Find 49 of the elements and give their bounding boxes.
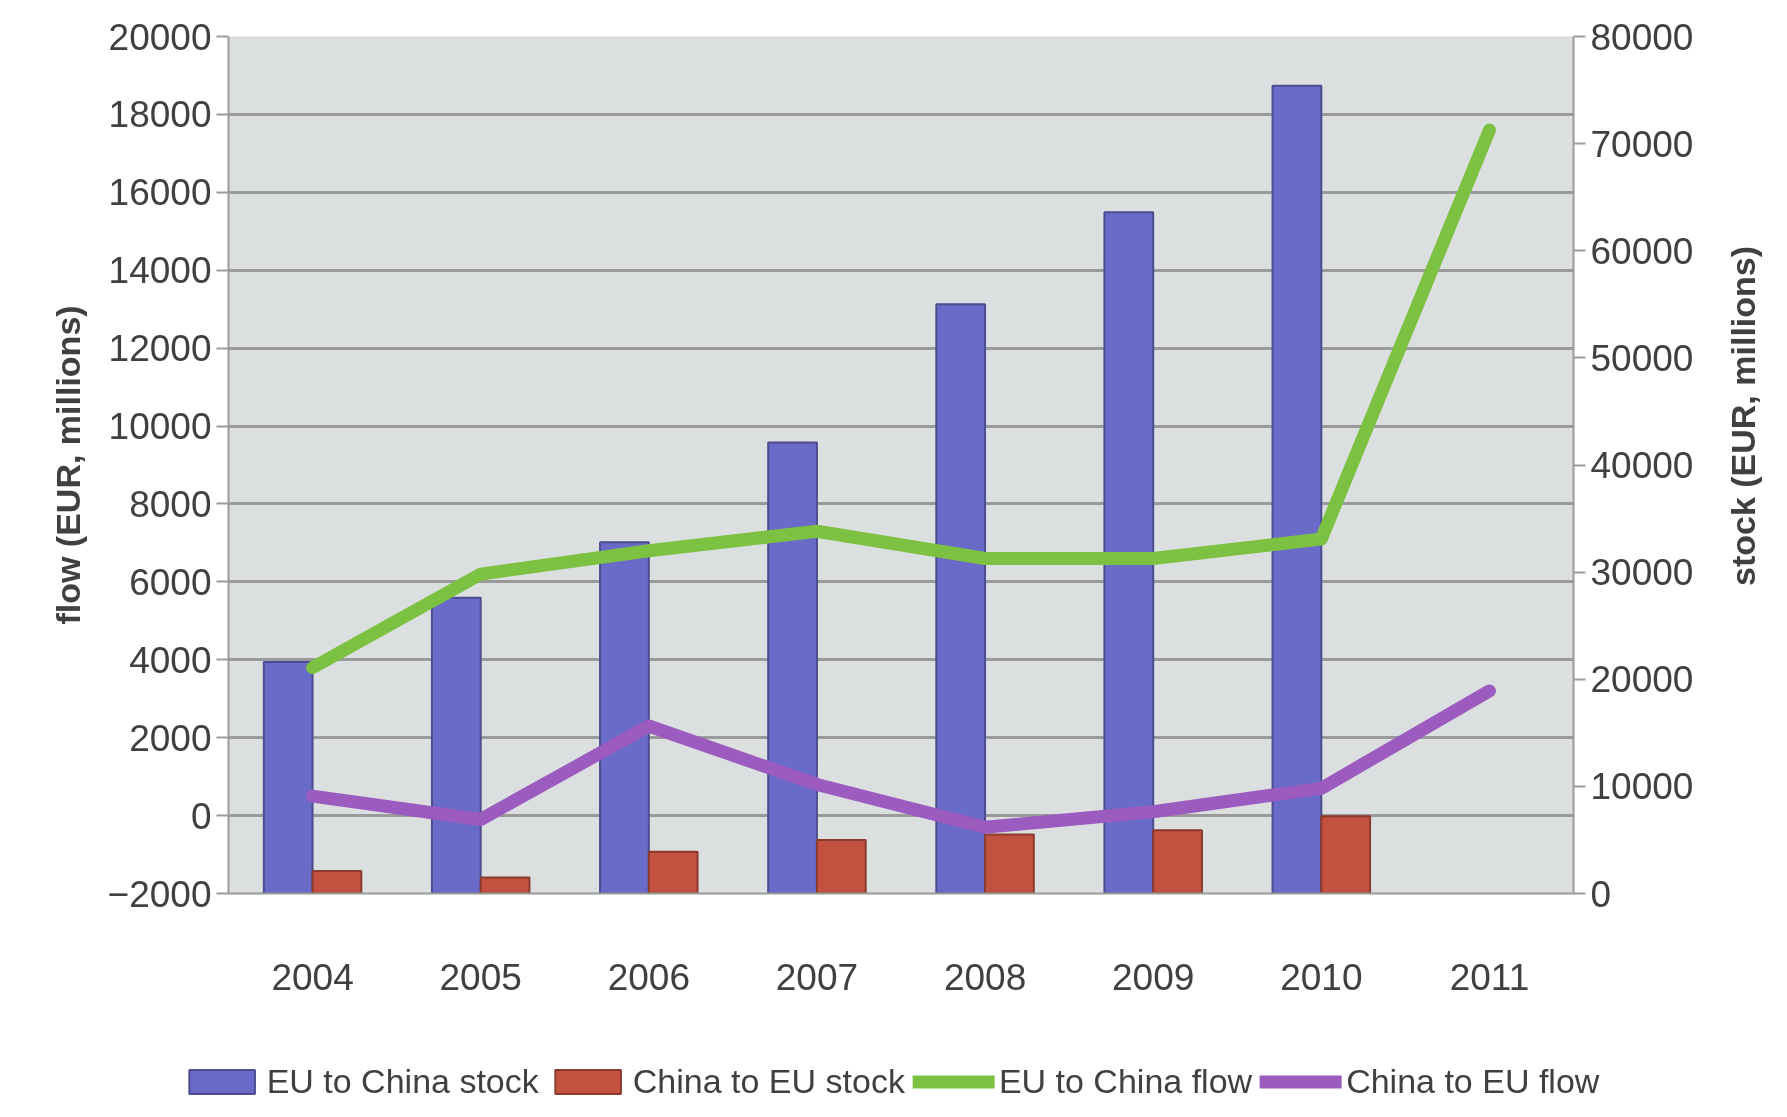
y-axis-title: flow (EUR, millions) — [48, 305, 87, 625]
y2-tick-label: 0 — [1590, 873, 1612, 915]
y-tick-label: 12000 — [108, 328, 212, 370]
x-tick-label: 2007 — [775, 956, 859, 998]
bar — [479, 876, 531, 894]
y-tick-label: 14000 — [108, 250, 212, 292]
y2-tick-label: 80000 — [1590, 16, 1694, 58]
y-tick-label: 10000 — [108, 406, 212, 448]
x-tick-label: 2010 — [1280, 956, 1363, 998]
y-tick-label: 6000 — [129, 561, 212, 603]
bar — [1103, 211, 1155, 894]
y-tick-label: 20000 — [108, 16, 212, 58]
y2-tick-label: 40000 — [1590, 445, 1694, 486]
x-tick-label: 2006 — [607, 956, 690, 998]
bar — [935, 303, 987, 894]
y2-tick-label: 10000 — [1590, 766, 1694, 808]
x-tick-label: 2009 — [1112, 956, 1195, 998]
bar — [311, 870, 363, 894]
bar — [815, 838, 867, 894]
bar — [1271, 84, 1323, 894]
y-tick-label: 18000 — [108, 94, 212, 136]
legend-label: EU to China flow — [998, 1061, 1253, 1101]
legend-label: China to EU stock — [632, 1061, 905, 1101]
y2-tick-label: 60000 — [1590, 230, 1694, 272]
y2-tick-label: 30000 — [1590, 552, 1694, 594]
legend-label: China to EU flow — [1346, 1061, 1600, 1101]
y-tick-label: 4000 — [129, 639, 212, 681]
bar — [262, 661, 314, 894]
y-tick-label: 8000 — [129, 483, 212, 525]
bar — [430, 596, 482, 894]
bar — [1152, 829, 1203, 894]
x-tick-label: 2008 — [943, 956, 1027, 998]
x-tick-label: 2005 — [439, 956, 522, 998]
legend-label: EU to China stock — [266, 1061, 539, 1101]
bar — [984, 833, 1035, 894]
bar — [767, 441, 818, 894]
y2-tick-label: 20000 — [1590, 659, 1694, 701]
y2-tick-label: 50000 — [1590, 337, 1694, 379]
y-tick-label: 0 — [190, 795, 212, 837]
y2-axis-title: stock (EUR, millions) — [1724, 245, 1763, 587]
y-tick-label: −2000 — [107, 873, 212, 915]
y-tick-label: 2000 — [129, 717, 212, 759]
bar — [599, 541, 650, 894]
bar — [647, 850, 699, 894]
y-tick-label: 16000 — [108, 172, 212, 214]
x-tick-label: 2004 — [271, 956, 354, 998]
y2-tick-label: 70000 — [1590, 123, 1694, 165]
bar — [1320, 815, 1372, 894]
x-tick-label: 2011 — [1449, 956, 1530, 998]
